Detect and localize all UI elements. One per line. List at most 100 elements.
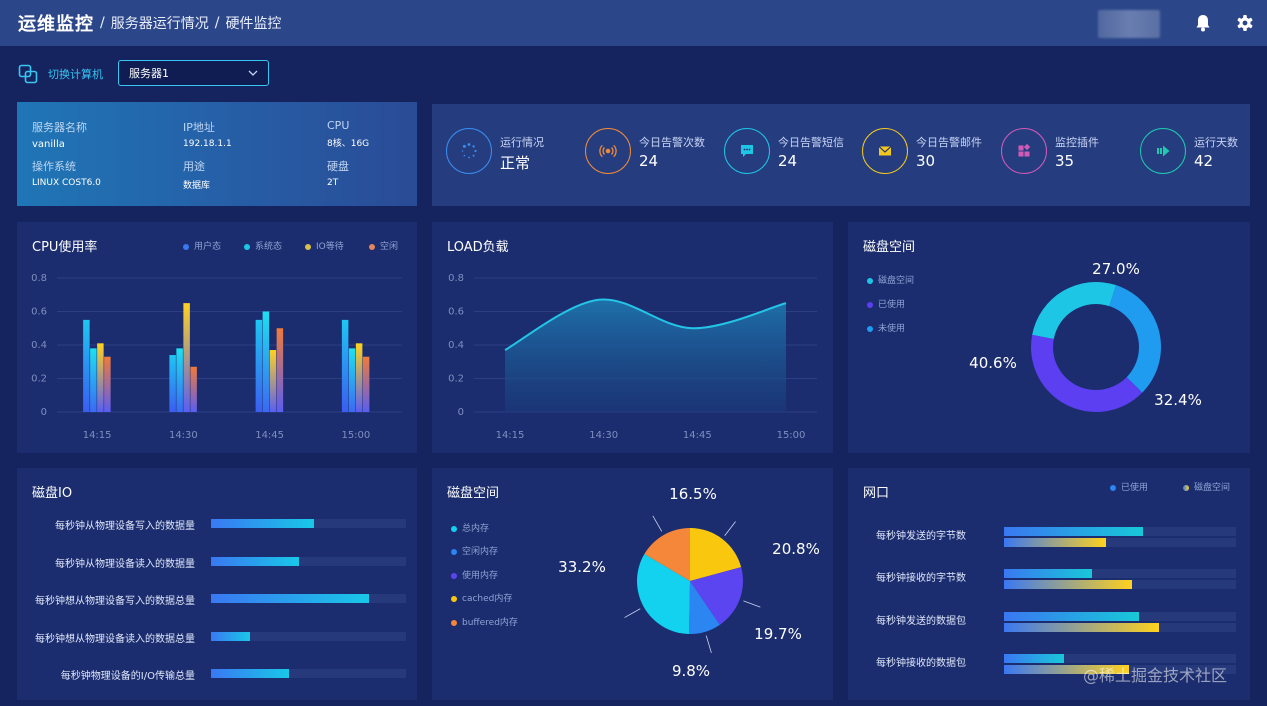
- legend-idle[interactable]: 空闲: [369, 239, 398, 252]
- cpu-bar[interactable]: [97, 343, 104, 412]
- cpu-bar[interactable]: [362, 356, 370, 412]
- network-row: 每秒钟发送的字节数: [848, 525, 1250, 549]
- legend-mem-free[interactable]: 空闲内存: [451, 544, 498, 557]
- network-used-fill: [1004, 653, 1065, 663]
- plugin-icon: [1001, 128, 1047, 174]
- stat-label: 今日告警短信: [778, 136, 844, 149]
- donut-slice[interactable]: [1031, 334, 1143, 412]
- donut-slice-label: 40.6%: [969, 354, 1017, 372]
- server-use-value: 数据库: [183, 181, 211, 191]
- pie-slice[interactable]: [644, 528, 690, 581]
- stat-value: 正常: [500, 154, 531, 172]
- computer-switcher[interactable]: 切换计算机: [18, 62, 103, 86]
- memory-panel-title: 磁盘空间: [447, 486, 500, 501]
- pie-leader-line: [624, 608, 641, 618]
- legend-mem-cached[interactable]: cached内存: [451, 591, 512, 604]
- breadcrumb-separator: /: [100, 15, 105, 31]
- pie-slice[interactable]: [637, 554, 690, 634]
- server-os: 操作系统 LINUX COST6.0: [32, 158, 101, 188]
- network-total-track: [1004, 664, 1236, 674]
- legend-net-disk[interactable]: 磁盘空间: [1183, 480, 1230, 493]
- legend-net-used-label: 已使用: [1121, 483, 1149, 493]
- legend-disk-used[interactable]: 已使用: [867, 297, 905, 310]
- disk-io-bar-fill: [211, 631, 250, 641]
- server-disk-label: 硬盘: [327, 160, 349, 173]
- disk-io-bar-track: [211, 556, 406, 566]
- server-select[interactable]: 服务器1: [118, 60, 269, 86]
- y-tick-label: 0.2: [448, 374, 464, 385]
- server-ip-value: 192.18.1.1: [183, 139, 232, 149]
- legend-iowait[interactable]: IO等待: [305, 239, 344, 252]
- pie-slice-label: 19.7%: [754, 625, 802, 643]
- donut-slice-label: 27.0%: [1092, 260, 1140, 278]
- stat-value: 35: [1055, 152, 1075, 170]
- load-line[interactable]: [504, 298, 787, 351]
- gear-icon[interactable]: [1234, 12, 1256, 34]
- legend-mem-total[interactable]: 总内存: [451, 521, 489, 534]
- cpu-bar[interactable]: [183, 303, 190, 412]
- y-tick-label: 0.6: [31, 307, 47, 318]
- pie-slice[interactable]: [689, 581, 720, 634]
- server-info-card: 服务器名称 vanilla IP地址 192.18.1.1 CPU 8核、16G…: [17, 102, 417, 206]
- donut-slice-label: 32.4%: [1154, 391, 1202, 409]
- server-name-value: vanilla: [32, 139, 65, 150]
- server-select-value: 服务器1: [129, 67, 169, 80]
- cpu-bar[interactable]: [348, 348, 356, 412]
- switch-computer-label[interactable]: 切换计算机: [48, 68, 103, 81]
- disk-space-donut-chart: 27.0% 32.4% 40.6%: [969, 260, 1202, 412]
- cpu-bar[interactable]: [169, 355, 176, 412]
- legend-system[interactable]: 系统态: [244, 239, 282, 252]
- cpu-bar[interactable]: [341, 319, 349, 412]
- cpu-bar[interactable]: [104, 356, 111, 412]
- cpu-bar[interactable]: [269, 350, 277, 412]
- legend-user[interactable]: 用户态: [183, 239, 221, 252]
- cpu-bar[interactable]: [262, 311, 270, 413]
- legend-disk-free[interactable]: 未使用: [867, 321, 905, 334]
- watermark: @稀土掘金技术社区: [1083, 666, 1228, 685]
- legend-net-used[interactable]: 已使用: [1110, 480, 1148, 493]
- stat-value: 30: [916, 152, 936, 170]
- disk-io-bar-track: [211, 669, 406, 678]
- network-used-fill: [1004, 569, 1093, 579]
- server-use: 用途 数据库: [183, 158, 210, 191]
- cpu-bar[interactable]: [176, 348, 183, 412]
- memory-panel: 磁盘空间 总内存 空闲内存 使用内存 cached内存 buffered内存 2…: [432, 468, 833, 700]
- x-tick-label: 14:15: [496, 430, 525, 441]
- cpu-bar[interactable]: [255, 319, 263, 412]
- disk-io-row: 每秒钟从物理设备写入的数据量: [17, 517, 417, 532]
- server-ip-label: IP地址: [183, 121, 215, 134]
- cpu-bar[interactable]: [276, 328, 284, 412]
- user-avatar-blurred[interactable]: [1098, 10, 1160, 38]
- y-tick-label: 0: [41, 407, 47, 418]
- server-cpu: CPU 8核、16G: [327, 119, 369, 149]
- stat-value: 42: [1194, 152, 1214, 170]
- bell-icon[interactable]: [1192, 12, 1214, 34]
- legend-mem-buffered[interactable]: buffered内存: [451, 615, 518, 628]
- legend-mem-used[interactable]: 使用内存: [451, 568, 498, 581]
- network-total-track: [1004, 538, 1236, 547]
- cpu-bar[interactable]: [90, 348, 97, 412]
- legend-disk-space[interactable]: 磁盘空间: [867, 273, 914, 286]
- disk-io-bar-fill: [211, 556, 299, 566]
- breadcrumb-server-status[interactable]: 服务器运行情况: [110, 16, 209, 32]
- pie-slice[interactable]: [690, 528, 742, 581]
- server-os-label: 操作系统: [32, 160, 76, 173]
- cpu-bar[interactable]: [355, 343, 363, 412]
- cpu-usage-panel: CPU使用率 用户态 系统态 IO等待 空闲 0 0.2 0.4 0.6 0.8 14:1…: [17, 222, 417, 453]
- disk-io-row-label: 每秒钟从物理设备读入的数据量: [55, 558, 195, 570]
- spinner-icon: [446, 128, 492, 174]
- cpu-bar[interactable]: [190, 366, 197, 412]
- disk-io-row-label: 每秒钟想从物理设备读入的数据总量: [35, 633, 195, 645]
- network-total-fill: [1004, 622, 1160, 632]
- y-tick-label: 0.4: [448, 340, 464, 351]
- disk-io-row-label: 每秒钟物理设备的I/O传输总量: [60, 671, 195, 682]
- y-tick-label: 0.8: [448, 273, 464, 284]
- pie-slice[interactable]: [690, 567, 743, 625]
- disk-io-bar-track: [211, 594, 406, 603]
- legend-idle-label: 空闲: [380, 242, 399, 252]
- load-panel-title: LOAD负载: [447, 240, 509, 255]
- cpu-bar-chart: 0 0.2 0.4 0.6 0.8 14:15 14:30 14:45 15:00: [31, 273, 402, 441]
- donut-slice[interactable]: [1032, 282, 1117, 339]
- cpu-bar[interactable]: [83, 319, 90, 412]
- donut-slice[interactable]: [1109, 285, 1161, 393]
